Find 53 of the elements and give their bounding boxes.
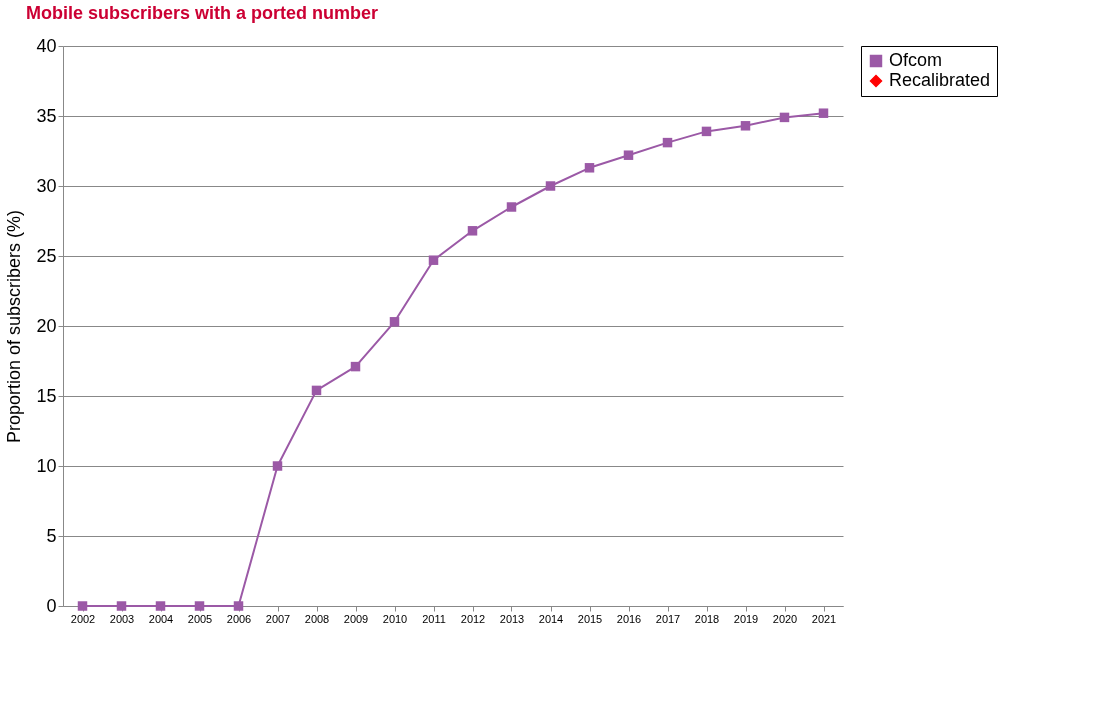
point <box>779 112 790 123</box>
point <box>740 121 751 131</box>
y-tick-label: 5 <box>46 525 57 546</box>
point <box>350 361 361 372</box>
point <box>506 202 517 212</box>
y-tick-label: 15 <box>36 385 57 406</box>
y-tick-label: 20 <box>36 315 57 336</box>
x-tick-label: 2010 <box>382 612 408 625</box>
x-tick-label: 2006 <box>226 612 252 625</box>
y-axis-title: Proportion of subscribers (%) <box>4 209 25 444</box>
x-tick-label: 2017 <box>655 612 681 625</box>
point <box>155 601 166 611</box>
y-tick-label: 0 <box>46 595 57 616</box>
x-tick-label: 2019 <box>733 612 759 625</box>
x-tick-label: 2021 <box>811 612 837 625</box>
point <box>545 181 556 191</box>
x-tick-label: 2003 <box>109 612 135 625</box>
y-tick-label: 25 <box>36 245 57 266</box>
point <box>701 126 712 137</box>
point <box>623 150 634 160</box>
x-tick-label: 2014 <box>538 612 564 625</box>
point <box>77 601 88 611</box>
x-tick-label: 2020 <box>772 612 798 625</box>
x-tick-label: 2011 <box>422 612 446 625</box>
point <box>467 226 478 236</box>
chart-title: Mobile subscribers with a ported number <box>25 3 379 23</box>
x-tick-label: 2007 <box>265 612 291 625</box>
point <box>818 108 829 118</box>
point <box>389 317 400 327</box>
x-tick-label: 2016 <box>616 612 642 625</box>
point <box>233 601 244 611</box>
point <box>428 255 439 265</box>
x-tick-label: 2009 <box>343 612 369 625</box>
point <box>662 137 673 148</box>
point <box>116 601 127 611</box>
x-tick-label: 2002 <box>70 612 96 625</box>
x-tick-label: 2015 <box>577 612 603 625</box>
y-tick-label: 40 <box>36 35 57 56</box>
point <box>584 163 595 173</box>
point <box>311 385 322 396</box>
y-tick-label: 10 <box>36 455 57 476</box>
legend-label: Ofcom <box>889 50 943 70</box>
legend-label: Recalibrated <box>889 70 991 90</box>
point <box>272 461 283 471</box>
x-tick-label: 2004 <box>148 612 174 625</box>
x-tick-label: 2012 <box>460 612 486 625</box>
x-tick-label: 2018 <box>694 612 720 625</box>
x-tick-label: 2008 <box>304 612 330 625</box>
y-tick-label: 35 <box>36 105 57 126</box>
x-tick-label: 2013 <box>499 612 525 625</box>
y-tick-label: 30 <box>36 175 57 196</box>
point <box>194 601 205 611</box>
x-tick-label: 2005 <box>187 612 213 625</box>
